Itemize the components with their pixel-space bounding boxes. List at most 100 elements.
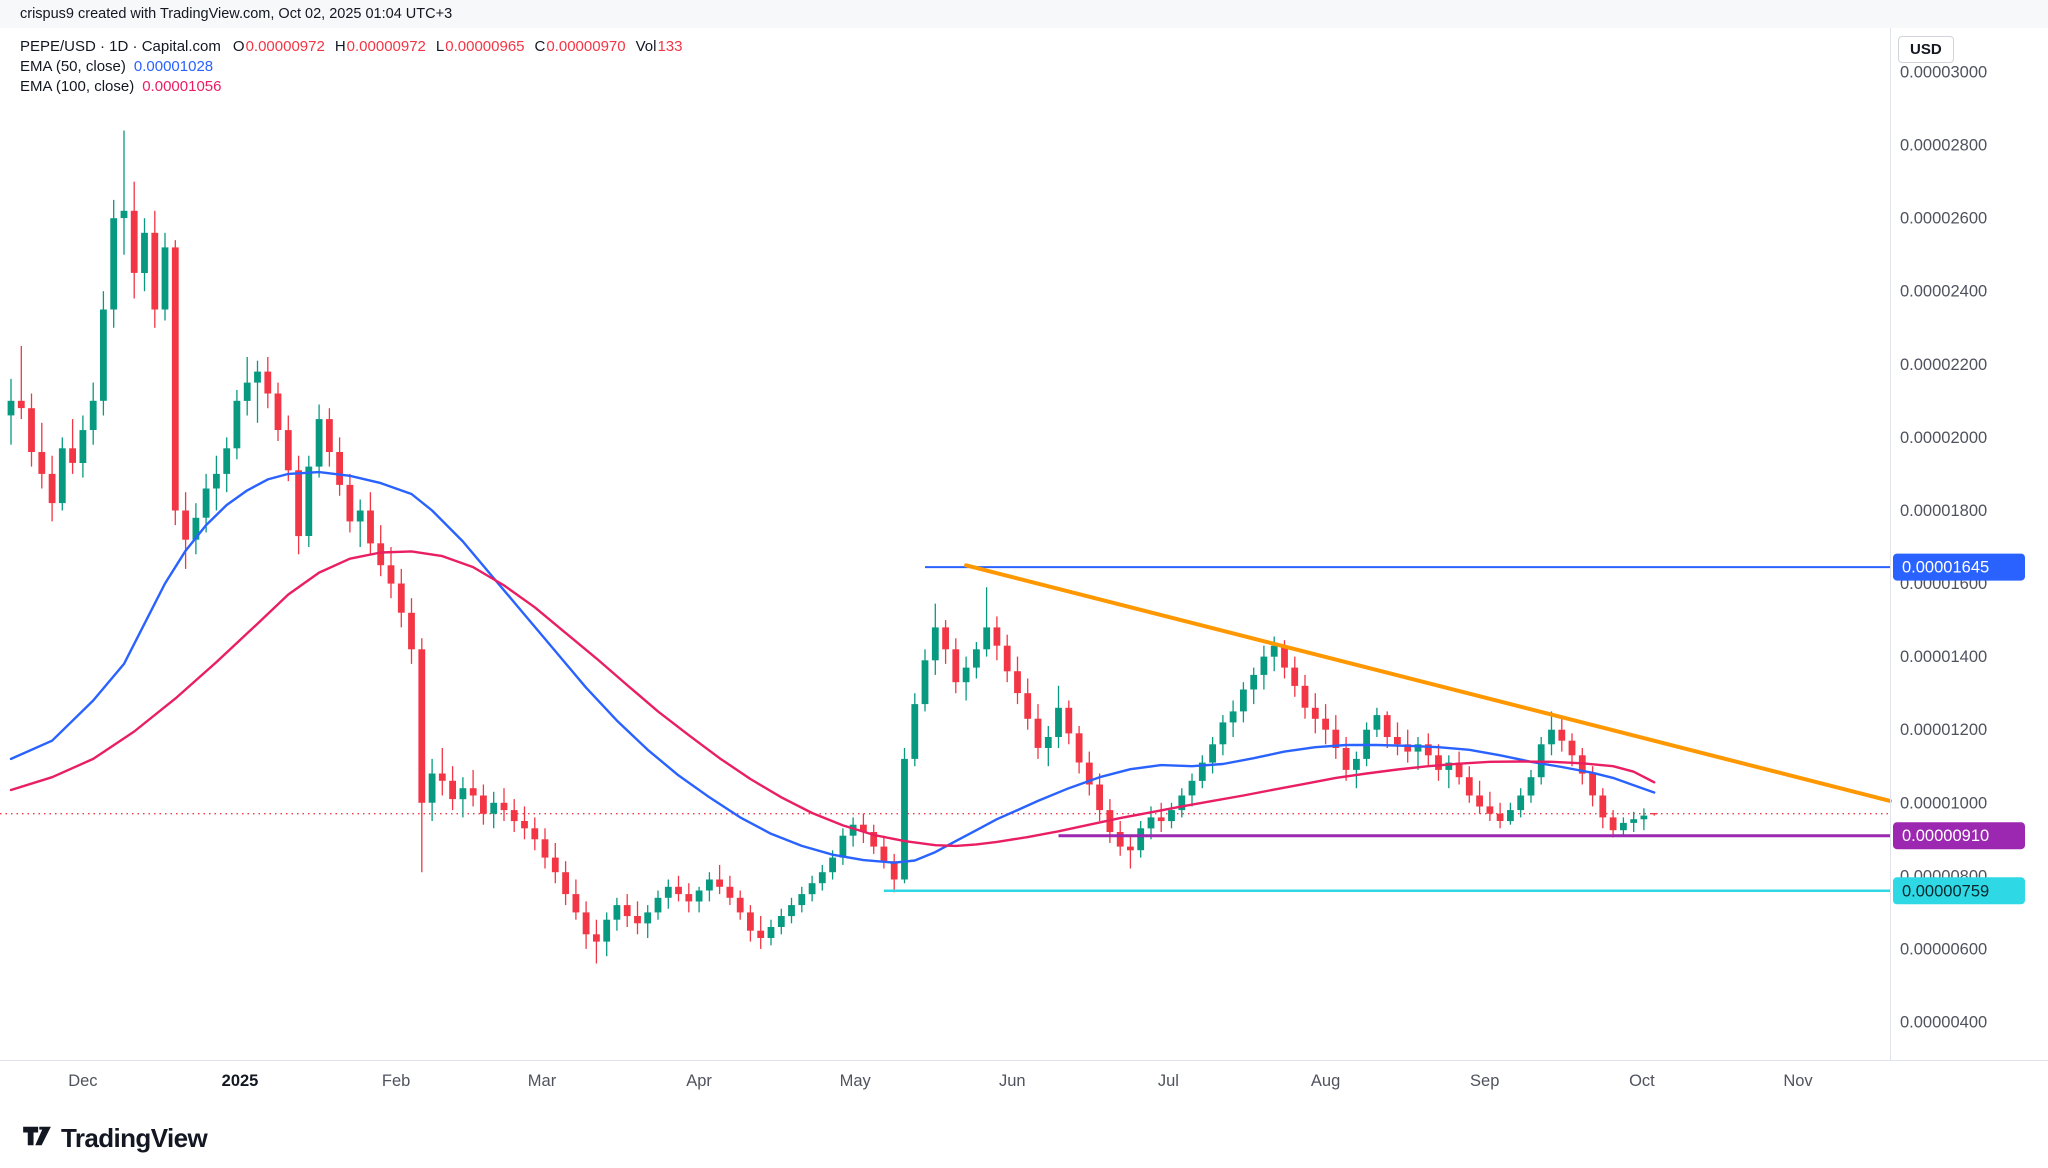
candle-body (315, 419, 323, 467)
volume-value: Vol133 (635, 38, 683, 55)
symbol-row[interactable]: PEPE/USD · 1D · Capital.com O0.00000972 … (20, 38, 692, 58)
candle-body (880, 846, 888, 862)
candle-body (706, 879, 713, 891)
ema-100-line[interactable] (9, 550, 1656, 848)
candle-body (1630, 819, 1638, 823)
candle-body (171, 247, 179, 511)
candle-body (695, 890, 703, 902)
candle-body (336, 452, 343, 485)
candle-body (1240, 689, 1247, 712)
candle-body (182, 510, 189, 540)
price-axis-label: 0.00002000 (1900, 429, 1987, 447)
x-axis-label: Apr (686, 1072, 712, 1090)
candle-body (1527, 777, 1535, 796)
candle-body (1383, 715, 1391, 737)
candle-body (582, 912, 590, 935)
candle-body (254, 371, 261, 383)
candle-body (1260, 656, 1268, 675)
candle-body (1281, 645, 1288, 668)
candle-body (38, 452, 46, 474)
candle-body (1209, 744, 1216, 763)
symbol-title[interactable]: PEPE/USD · 1D · Capital.com (20, 38, 221, 55)
tradingview-logo-icon[interactable] (22, 1123, 52, 1154)
candle-body (931, 627, 939, 661)
candle-body (346, 484, 354, 522)
x-axis-label: Dec (68, 1072, 97, 1090)
ema50-value: 0.00001028 (133, 58, 214, 75)
candle-body (685, 894, 693, 902)
candle-body (490, 802, 498, 814)
candle-body (1424, 744, 1432, 756)
candle-body (1548, 729, 1555, 745)
price-axis-label: 0.00000600 (1900, 940, 1987, 958)
candle-body (1568, 740, 1576, 756)
price-level-badge (1893, 822, 2025, 850)
x-axis-label: May (840, 1072, 872, 1090)
candle-body (1096, 784, 1103, 811)
creator-bar: crispus9 created with TradingView.com, O… (0, 0, 2048, 28)
price-axis-label: 0.00003000 (1900, 64, 1987, 82)
candle-body (28, 408, 35, 452)
currency-unit-button[interactable]: USD (1898, 36, 1954, 63)
candle-body (1414, 744, 1422, 752)
candle-body (675, 886, 682, 895)
price-axis-label: 0.00001200 (1900, 721, 1987, 739)
candle-body (593, 934, 600, 942)
price-level-badge-label: 0.00000910 (1902, 827, 1989, 845)
candle-body (839, 835, 847, 858)
x-axis-label: Feb (382, 1072, 410, 1090)
price-level-badge-label: 0.00001645 (1902, 559, 1989, 577)
ema-50-line[interactable] (9, 470, 1656, 864)
candle-body (1270, 645, 1278, 657)
low-value: L0.00000965 (435, 38, 525, 55)
candle-body (449, 780, 456, 800)
candle-body (1620, 822, 1627, 831)
x-axis-label: Mar (528, 1072, 557, 1090)
candle-body (747, 912, 754, 931)
indicator-row-ema50[interactable]: EMA (50, close) 0.00001028 (20, 58, 692, 78)
candle-body (551, 857, 559, 873)
price-chart-canvas[interactable]: 0.00003000 0.00002800 0.00002600 0.00002400… (0, 28, 2048, 1108)
candle-body (428, 773, 436, 803)
candle-body (1455, 762, 1463, 778)
candle-body (952, 649, 960, 683)
price-level-badge (1893, 877, 2025, 905)
candle-body (1014, 671, 1021, 694)
x-axis-label: Jun (999, 1072, 1026, 1090)
candle-body (1127, 846, 1134, 851)
candle-body (572, 894, 580, 913)
candle-body (408, 612, 415, 650)
price-axis-label: 0.00001400 (1900, 648, 1987, 666)
candle-body (1219, 722, 1227, 745)
candle-body (767, 927, 775, 938)
candle-body (1404, 744, 1412, 752)
candle-body (1178, 795, 1186, 811)
candle-body (1250, 674, 1258, 690)
candle-body (100, 309, 107, 401)
candle-body (1465, 777, 1473, 796)
price-axis-label: 0.00001800 (1900, 502, 1987, 520)
descending-trendline[interactable] (964, 563, 1892, 803)
x-axis-label: Sep (1470, 1072, 1499, 1090)
candle-body (1301, 685, 1309, 708)
candle-body (1075, 733, 1083, 763)
candle-body (243, 382, 251, 401)
candle-body (541, 839, 549, 858)
candle-body (603, 919, 611, 942)
indicator-row-ema100[interactable]: EMA (100, close) 0.00001056 (20, 78, 692, 98)
candle-body (202, 488, 210, 518)
candle-body (17, 400, 25, 409)
candle-body (295, 470, 302, 537)
close-value: C0.00000970 (534, 38, 626, 55)
candle-body (1198, 762, 1206, 781)
chart-legend: PEPE/USD · 1D · Capital.com O0.00000972 … (20, 38, 692, 98)
candle-body (726, 886, 734, 898)
candle-body (79, 430, 87, 463)
candle-body (1558, 729, 1566, 741)
x-axis-label: Jul (1158, 1072, 1179, 1090)
candle-body (1322, 718, 1329, 730)
candle-body (962, 667, 970, 683)
tradingview-wordmark[interactable]: TradingView (61, 1122, 208, 1153)
candle-body (849, 824, 857, 836)
